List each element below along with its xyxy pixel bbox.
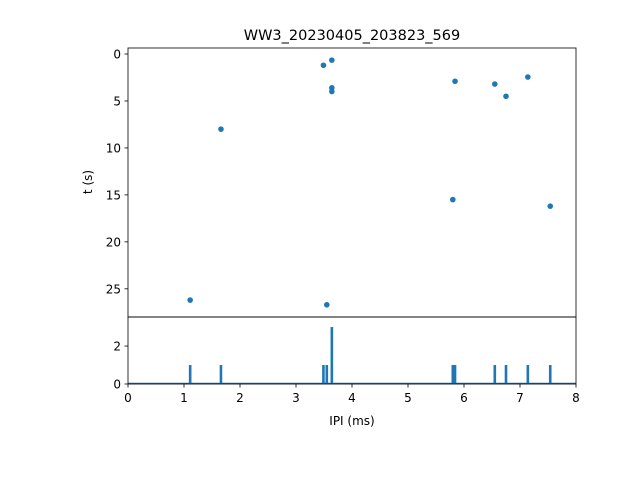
y-tick-label: 15 [106, 188, 121, 202]
data-point [452, 78, 458, 85]
data-point [324, 301, 330, 308]
x-axis-label: IPI (ms) [329, 414, 374, 428]
x-tick-label: 0 [124, 391, 132, 405]
x-tick-label: 4 [348, 391, 356, 405]
histogram-bar [504, 365, 508, 384]
data-point [218, 126, 224, 132]
histogram-bar [188, 365, 192, 384]
histogram-bar [330, 327, 334, 384]
x-tick-label: 2 [236, 391, 244, 405]
x-tick-label: 6 [460, 391, 468, 405]
histogram-bar [219, 365, 223, 384]
y-tick-label: 0 [113, 378, 121, 392]
scatter-axes: 0 5 10 15 20 25 [106, 47, 577, 318]
axes-frame [127, 47, 577, 318]
x-tick-label: 3 [292, 391, 300, 405]
x-tick-label: 1 [180, 391, 188, 405]
y-tick-label: 2 [113, 340, 121, 354]
data-point [187, 297, 193, 303]
y-tick-label: 25 [106, 282, 121, 296]
histogram-axes: 0 2 0 1 2 3 4 5 6 7 8 [113, 316, 580, 405]
chart-title: WW3_20230405_203823_569 [244, 28, 460, 44]
y-tick-label: 20 [106, 235, 121, 249]
y-tick-label: 10 [106, 141, 121, 155]
histogram-bar [548, 365, 552, 384]
data-point [329, 57, 335, 63]
data-point [503, 93, 509, 100]
data-point [450, 196, 456, 203]
data-point [525, 74, 531, 80]
histogram-bar [493, 365, 497, 384]
y-tick-label: 0 [113, 48, 121, 62]
data-point [547, 203, 554, 209]
histogram-bar [453, 365, 457, 384]
axes-frame [127, 316, 577, 385]
y-tick-label: 5 [113, 94, 121, 108]
histogram-bar [451, 365, 455, 384]
histogram-bar [325, 365, 329, 384]
x-tick-label: 5 [404, 391, 412, 405]
data-point [329, 88, 335, 95]
data-point [492, 81, 498, 87]
y-axis-label: t (s) [81, 170, 95, 194]
histogram-bar [322, 365, 325, 384]
x-tick-label: 8 [572, 391, 580, 405]
histogram-bar [526, 365, 530, 384]
x-tick-label: 7 [516, 391, 524, 405]
data-point [320, 62, 327, 69]
